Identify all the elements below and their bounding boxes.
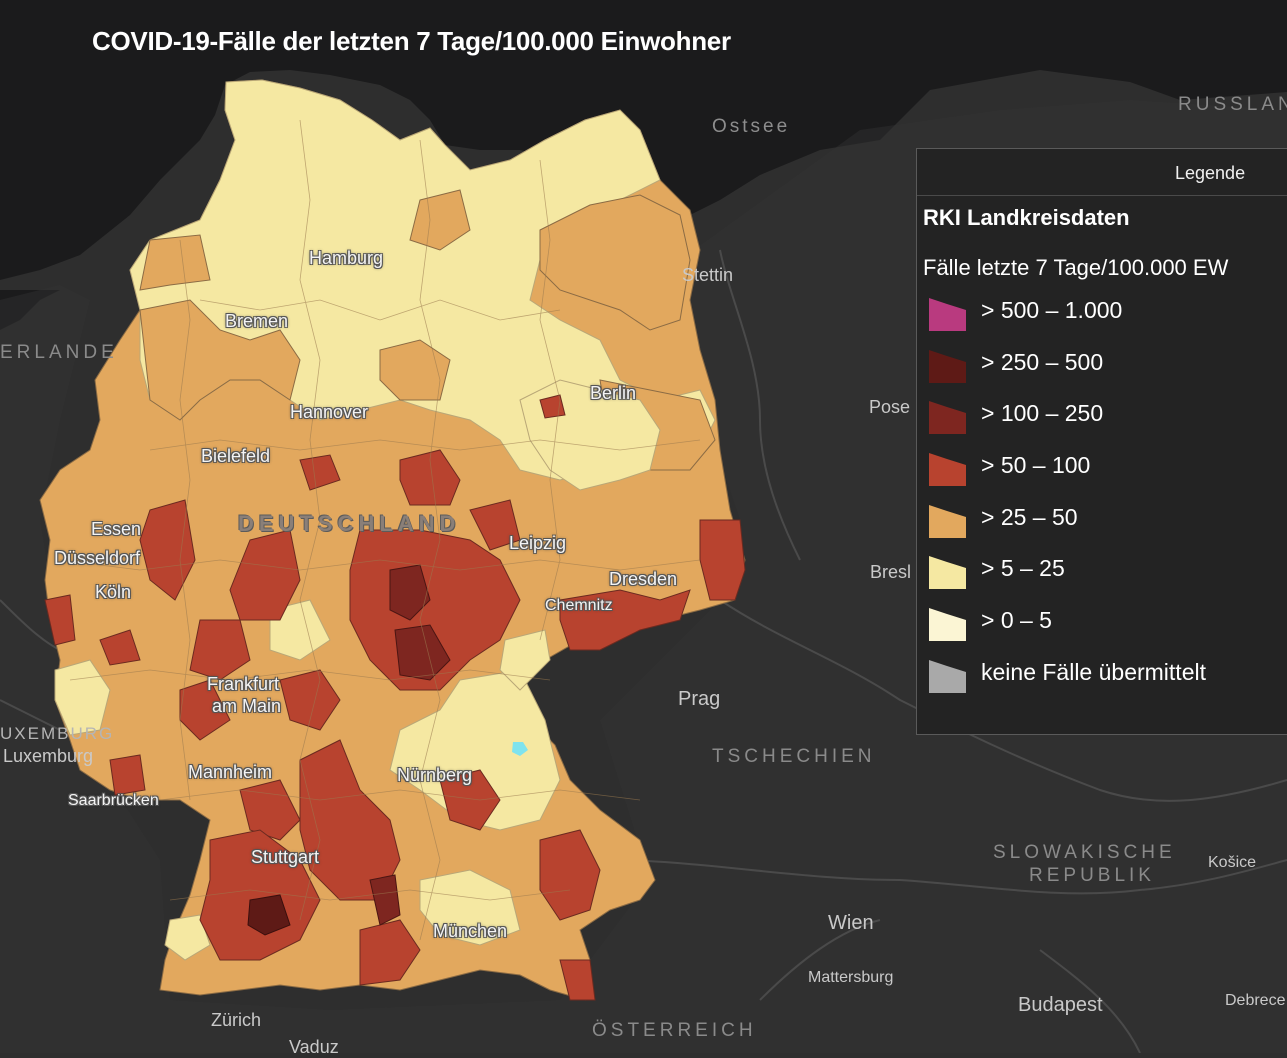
country-label-tschechien: TSCHECHIEN [712,746,876,767]
districts-250-500 [247,894,291,936]
north-orange-patch-3 [139,234,211,291]
country-label-slowakei-line1: SLOWAKISCHE [993,842,1176,863]
city-label-nuernberg[interactable]: Nürnberg [397,765,473,785]
city-label-frankfurt-line1[interactable]: Frankfurt [207,674,280,694]
legend-label: > 0 – 5 [981,607,1052,634]
city-label-stettin[interactable]: Stettin [682,265,734,285]
legend-label: > 500 – 1.000 [981,297,1123,323]
map-title: COVID-19-Fälle der letzten 7 Tage/100.00… [92,26,731,56]
city-label-prag[interactable]: Prag [678,688,721,710]
city-label-hannover[interactable]: Hannover [290,402,369,422]
city-label-mannheim[interactable]: Mannheim [188,762,273,782]
legend-label: > 5 – 25 [981,555,1065,582]
city-label-koeln[interactable]: Köln [95,582,132,602]
north-orange-patch-6 [409,189,471,251]
legend-swatch [929,504,966,538]
city-label-bremen[interactable]: Bremen [225,311,289,331]
city-label-essen[interactable]: Essen [91,519,142,539]
city-label-chemnitz[interactable]: Chemnitz [545,597,613,614]
city-label-dresden[interactable]: Dresden [609,569,678,589]
country-label-niederlande: ERLANDE [0,342,118,363]
city-label-posen[interactable]: Pose [869,397,911,417]
legend-label: > 25 – 50 [981,503,1078,530]
location-marker-icon [512,742,528,756]
legend-swatch [929,453,966,487]
country-borders [0,249,1287,1053]
district-boundaries [59,119,701,941]
country-label-deutschland: DEUTSCHLAND [238,511,461,536]
legend-swatch [929,401,966,435]
city-label-breslau[interactable]: Bresl [870,562,912,582]
city-label-luxemburg[interactable]: Luxemburg [3,746,94,766]
legend-tab[interactable]: Legende [1175,163,1246,183]
city-label-vaduz[interactable]: Vaduz [289,1037,339,1057]
city-label-muenchen[interactable]: München [433,921,508,941]
legend-field-title: Fälle letzte 7 Tage/100.000 EW [923,255,1229,280]
legend-panel: Legende RKI Landkreisdaten Fälle letzte … [916,148,1287,735]
city-label-berlin[interactable]: Berlin [590,383,637,403]
country-label-oesterreich: ÖSTERREICH [592,1020,757,1041]
bw-yellow-patch [164,914,211,961]
north-orange-patch-1 [539,194,691,331]
country-label-luxemburg: UXEMBURG [0,724,115,743]
city-label-budapest[interactable]: Budapest [1018,994,1103,1016]
city-label-zuerich[interactable]: Zürich [211,1010,262,1030]
legend-label: > 100 – 250 [981,400,1104,427]
city-label-bielefeld[interactable]: Bielefeld [201,446,271,466]
country-label-slowakei-line2: REPUBLIK [1029,865,1155,886]
legend-label: > 50 – 100 [981,452,1091,479]
legend-swatch [929,556,966,590]
city-label-leipzig[interactable]: Leipzig [509,533,567,553]
city-label-saarbruecken[interactable]: Saarbrücken [68,792,159,809]
city-label-debrecen[interactable]: Debrece [1225,992,1286,1009]
city-label-stuttgart[interactable]: Stuttgart [251,847,320,867]
city-label-wien[interactable]: Wien [828,912,874,934]
legend-swatch [929,659,966,693]
north-sea-coast [0,290,60,330]
legend-swatch [929,608,966,642]
legend-header: Legende [917,149,1287,196]
nrw-yellow-patch [54,659,111,736]
north-orange-patch-4 [379,339,451,401]
hesse-yellow-patch [269,599,331,661]
legend-label: keine Fälle übermittelt [981,658,1206,685]
legend-swatch [929,298,966,331]
city-label-kosice[interactable]: Košice [1208,854,1257,871]
districts-100-250 [369,564,451,926]
sea-label-ostsee: Ostsee [712,116,791,137]
city-label-hamburg[interactable]: Hamburg [309,248,384,268]
country-label-russland: RUSSLAN [1178,94,1287,115]
legend-layer-title: RKI Landkreisdaten [923,205,1130,230]
city-label-frankfurt-line2[interactable]: am Main [212,696,282,716]
city-label-mattersburg[interactable]: Mattersburg [808,969,894,986]
north-orange-patch-2 [139,299,301,421]
city-label-duesseldorf[interactable]: Düsseldorf [54,548,141,568]
bavaria-yellow-patch-2 [419,869,521,946]
legend-label: > 250 – 500 [981,348,1104,375]
legend-swatch [929,349,966,383]
